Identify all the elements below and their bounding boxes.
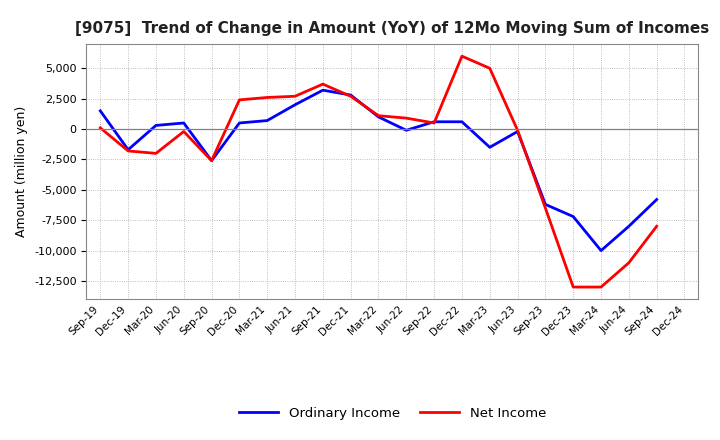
Net Income	[652, 224, 661, 229]
Line: Ordinary Income: Ordinary Income	[100, 90, 657, 251]
Net Income	[291, 94, 300, 99]
Net Income	[318, 81, 327, 87]
Net Income	[346, 94, 355, 99]
Ordinary Income	[597, 248, 606, 253]
Net Income	[263, 95, 271, 100]
Title: [9075]  Trend of Change in Amount (YoY) of 12Mo Moving Sum of Incomes: [9075] Trend of Change in Amount (YoY) o…	[76, 21, 709, 36]
Net Income	[402, 115, 410, 121]
Net Income	[374, 113, 383, 118]
Ordinary Income	[624, 224, 633, 229]
Net Income	[179, 129, 188, 134]
Ordinary Income	[152, 123, 161, 128]
Ordinary Income	[485, 145, 494, 150]
Net Income	[541, 205, 550, 211]
Ordinary Income	[652, 197, 661, 202]
Net Income	[124, 148, 132, 154]
Ordinary Income	[124, 147, 132, 152]
Net Income	[569, 284, 577, 290]
Ordinary Income	[541, 202, 550, 207]
Net Income	[235, 97, 243, 103]
Ordinary Income	[179, 121, 188, 126]
Ordinary Income	[374, 114, 383, 120]
Ordinary Income	[346, 92, 355, 98]
Net Income	[458, 54, 467, 59]
Net Income	[624, 260, 633, 265]
Net Income	[96, 125, 104, 131]
Ordinary Income	[207, 158, 216, 163]
Ordinary Income	[458, 119, 467, 125]
Line: Net Income: Net Income	[100, 56, 657, 287]
Ordinary Income	[513, 129, 522, 134]
Ordinary Income	[430, 119, 438, 125]
Net Income	[485, 66, 494, 71]
Net Income	[207, 158, 216, 163]
Net Income	[152, 151, 161, 156]
Ordinary Income	[235, 121, 243, 126]
Ordinary Income	[263, 118, 271, 123]
Legend: Ordinary Income, Net Income: Ordinary Income, Net Income	[233, 402, 552, 425]
Net Income	[430, 121, 438, 126]
Ordinary Income	[402, 128, 410, 133]
Ordinary Income	[569, 214, 577, 219]
Net Income	[597, 284, 606, 290]
Ordinary Income	[96, 108, 104, 114]
Ordinary Income	[318, 88, 327, 93]
Y-axis label: Amount (million yen): Amount (million yen)	[16, 106, 29, 237]
Ordinary Income	[291, 102, 300, 107]
Net Income	[513, 128, 522, 133]
